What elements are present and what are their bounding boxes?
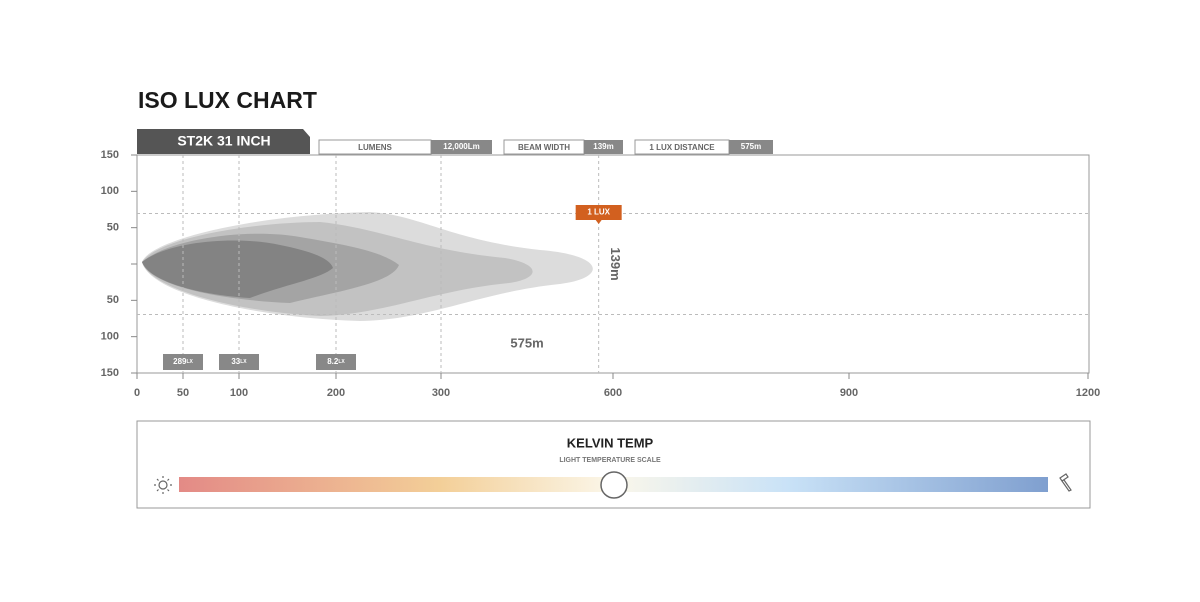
x-tick-label: 50 <box>177 387 189 399</box>
stat-value-box <box>584 140 623 154</box>
product-name: ST2K 31 INCH <box>177 133 270 149</box>
stat-value: 575m <box>741 142 761 151</box>
one-lux-label: 1 LUX <box>587 208 610 217</box>
beam-width-label: 139m <box>608 247 623 280</box>
zone-label: 289LX <box>173 357 193 366</box>
zone-label: 8.2LX <box>327 357 345 366</box>
stat-value: 139m <box>593 142 613 151</box>
x-tick-label: 900 <box>840 387 858 399</box>
zone-unit: LX <box>186 359 193 365</box>
zone-value: 289 <box>173 357 187 366</box>
x-tick-label: 1200 <box>1076 387 1100 399</box>
stat-label: BEAM WIDTH <box>518 143 570 152</box>
x-tick-label: 200 <box>327 387 345 399</box>
y-tick-label: 50 <box>107 222 119 234</box>
y-tick-label: 100 <box>101 331 119 343</box>
flashlight-icon <box>1059 473 1072 492</box>
kelvin-slider[interactable] <box>600 471 628 499</box>
x-tick-label: 300 <box>432 387 450 399</box>
zone-value: 33 <box>231 357 240 366</box>
zone-label: 33LX <box>231 357 247 366</box>
one-lux-pointer <box>595 220 602 224</box>
contour-289lx <box>142 240 333 298</box>
stat-label: LUMENS <box>358 143 392 152</box>
y-tick-label: 150 <box>101 149 119 161</box>
kelvin-title: KELVIN TEMP <box>567 435 654 450</box>
stat-value-box <box>431 140 492 154</box>
zone-box <box>219 354 259 370</box>
y-tick-label: 50 <box>107 294 119 306</box>
stat-value: 12,000Lm <box>443 142 479 151</box>
kelvin-subtitle: LIGHT TEMPERATURE SCALE <box>559 457 661 464</box>
zone-unit: LX <box>240 359 247 365</box>
zone-box <box>316 354 356 370</box>
zone-box <box>163 354 203 370</box>
x-tick-label: 600 <box>604 387 622 399</box>
page-title: ISO LUX CHART <box>138 87 317 113</box>
stat-label: 1 LUX DISTANCE <box>649 143 715 152</box>
zone-unit: LX <box>338 359 345 365</box>
lux-contours <box>142 212 593 321</box>
y-tick-label: 150 <box>101 367 119 379</box>
distance-label: 575m <box>510 335 543 350</box>
product-tab <box>137 129 310 154</box>
x-tick-label: 100 <box>230 387 248 399</box>
y-tick-label: 100 <box>101 185 119 197</box>
stat-value-box <box>729 140 773 154</box>
zone-value: 8.2 <box>327 357 339 366</box>
sun-icon <box>154 476 172 494</box>
x-tick-label: 0 <box>134 387 140 399</box>
one-lux-marker <box>575 205 622 220</box>
